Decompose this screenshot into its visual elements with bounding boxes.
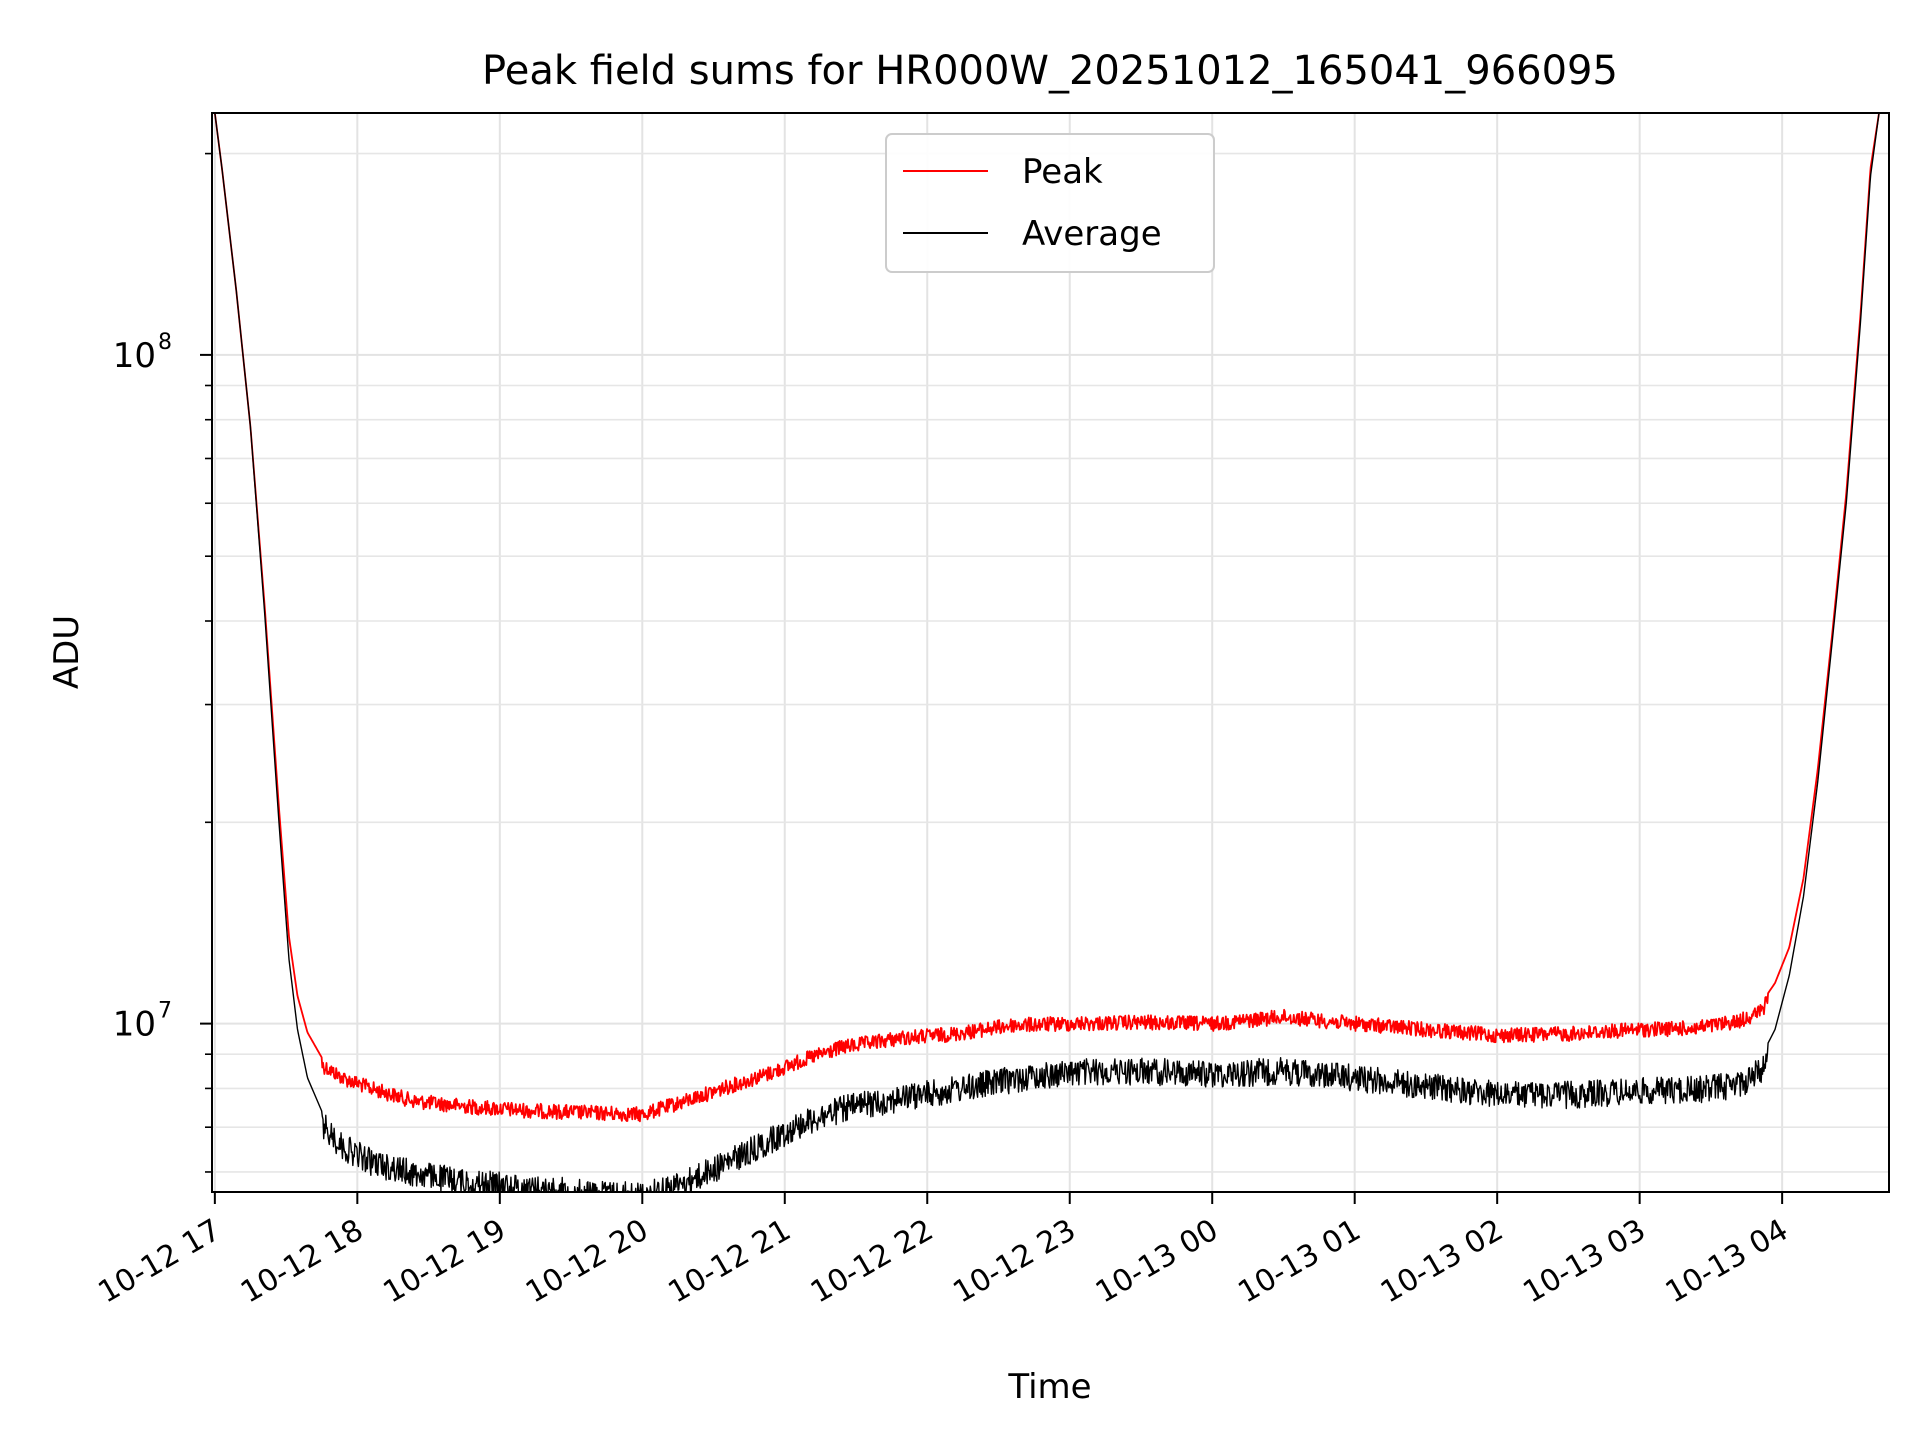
- legend-peak-label: Peak: [1022, 152, 1103, 192]
- chart-title: Peak field sums for HR000W_20251012_1650…: [482, 48, 1618, 94]
- x-axis-label: Time: [1007, 1367, 1091, 1407]
- legend: Peak Average: [885, 133, 1215, 273]
- y-tick-label-exponent: 8: [158, 330, 172, 355]
- series-line-average: [214, 113, 1880, 1192]
- y-tick-label-base: 10: [113, 336, 156, 376]
- y-tick-label-base: 10: [113, 1005, 156, 1045]
- legend-average-label: Average: [1022, 214, 1162, 254]
- plot-frame: [211, 112, 1890, 1193]
- y-axis-label: ADU: [47, 615, 87, 689]
- y-tick-label-exponent: 7: [158, 999, 172, 1024]
- legend-box: [885, 133, 1215, 273]
- series-line-peak: [213, 113, 1880, 1123]
- grid-lines: [212, 113, 1889, 1192]
- series-layer: [213, 113, 1880, 1192]
